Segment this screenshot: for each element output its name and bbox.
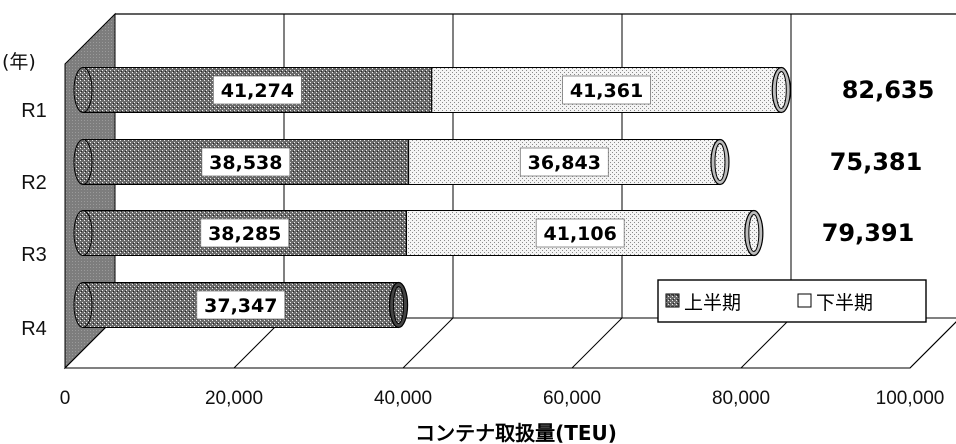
category-label-R3: R3 <box>21 244 47 266</box>
legend-label-first-half: 上半期 <box>684 292 741 314</box>
data-label-second-half-R2: 36,843 <box>528 152 601 174</box>
x-tick-label: 80,000 <box>712 388 770 409</box>
bar-first-half-R4-left-cap <box>73 282 93 328</box>
legend-swatch-first-half <box>665 293 680 308</box>
x-tick-label: 60,000 <box>543 388 601 409</box>
y-axis-unit-label: (年) <box>2 51 36 73</box>
gridline-floor-diagonal <box>402 317 454 369</box>
total-label-R1: 82,635 <box>842 76 935 104</box>
data-label-second-half-R1: 41,361 <box>570 80 643 102</box>
bar-end-cap-inner-R1 <box>775 71 787 109</box>
data-label-second-half-R2-box <box>519 147 609 177</box>
legend-box <box>657 279 927 323</box>
legend: 上半期 下半期 <box>657 279 927 323</box>
labels-layer: 41,274 41,361 82,635 R1 38,538 36,843 75,381 R2… <box>21 75 945 409</box>
data-label-first-half-R1: 41,274 <box>221 80 294 102</box>
bar-end-cap-inner-R3 <box>748 214 760 252</box>
data-label-first-half-R2-box <box>201 147 291 177</box>
x-tick-label: 20,000 <box>205 388 263 409</box>
data-label-first-half-R4-box <box>196 290 286 320</box>
legend-label-second-half: 下半期 <box>816 292 873 314</box>
bar-end-cap-inner-R2 <box>714 143 726 181</box>
gridline-floor-diagonal <box>571 317 623 369</box>
gridline-floor-diagonal <box>909 321 956 369</box>
data-label-second-half-R3: 41,106 <box>544 223 617 245</box>
gridline-floor-diagonal <box>740 317 792 369</box>
bar-end-cap-inner-R4 <box>393 286 405 324</box>
x-tick-label: 100,000 <box>876 388 945 409</box>
data-label-first-half-R1-box <box>212 75 302 105</box>
bar-first-half-R1-left-cap <box>73 67 93 113</box>
total-label-R3: 79,391 <box>822 219 915 247</box>
total-label-R2: 75,381 <box>830 148 923 176</box>
category-label-R4: R4 <box>21 318 47 340</box>
bar-first-half-R3-left-cap <box>73 210 93 256</box>
bars-layer <box>73 66 791 329</box>
x-tick-label: 40,000 <box>374 388 432 409</box>
legend-swatch-second-half <box>797 293 812 308</box>
data-label-first-half-R2: 38,538 <box>209 152 282 174</box>
data-label-first-half-R3-box <box>200 218 290 248</box>
x-axis-title: コンテナ取扱量(TEU) <box>415 421 617 444</box>
category-label-R1: R1 <box>21 100 47 122</box>
data-label-first-half-R4: 37,347 <box>204 295 277 317</box>
category-label-R2: R2 <box>21 172 47 194</box>
bar-first-half-R2-left-cap <box>73 139 93 185</box>
data-label-second-half-R1-box <box>562 75 651 105</box>
x-tick-label: 0 <box>60 388 71 409</box>
data-label-first-half-R3: 38,285 <box>208 223 281 245</box>
data-label-second-half-R3-box <box>535 218 625 248</box>
